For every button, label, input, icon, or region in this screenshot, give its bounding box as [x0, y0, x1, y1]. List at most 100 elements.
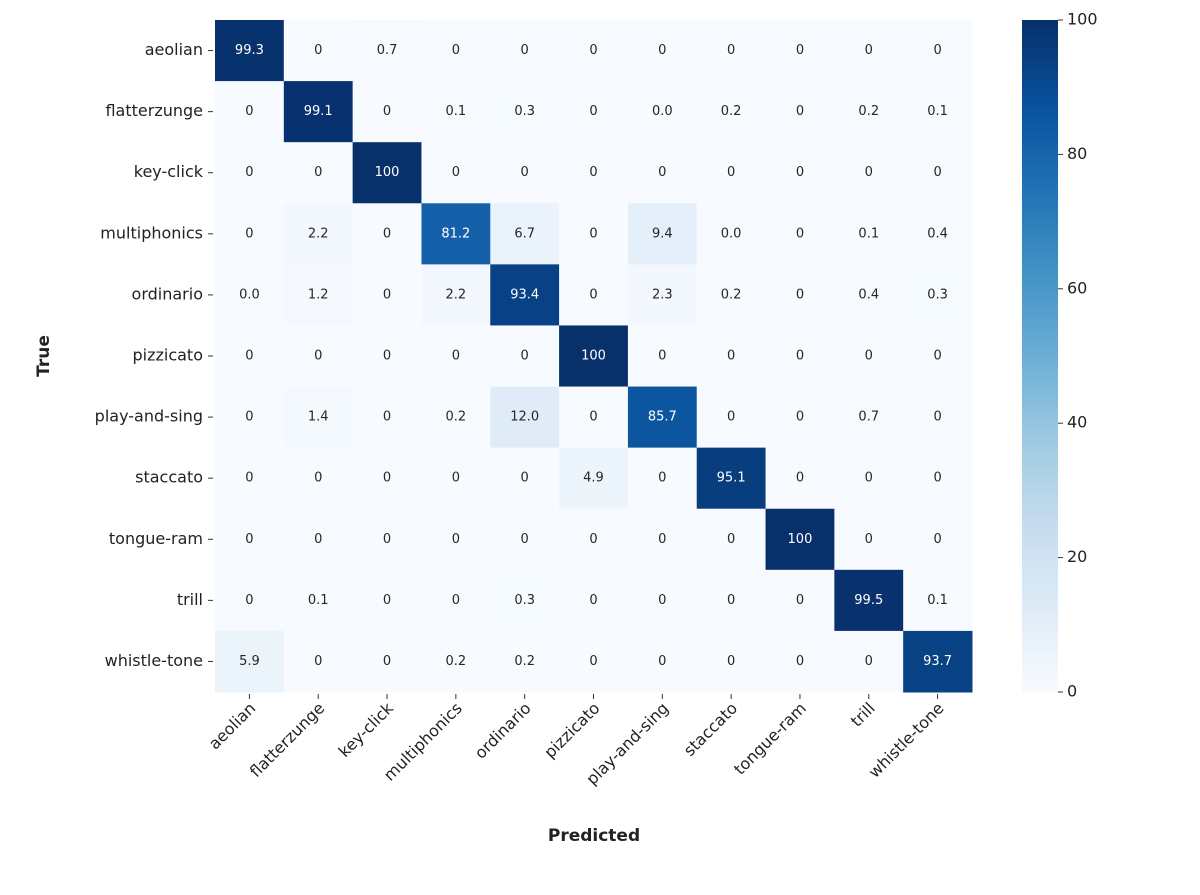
cell-label: 0.2 — [446, 410, 467, 425]
colorbar-tick-label: 80 — [1067, 144, 1087, 163]
cell — [834, 20, 904, 82]
cell — [559, 203, 629, 265]
cell-label: 0 — [933, 532, 941, 547]
cell — [421, 508, 491, 571]
cell-label: 6.7 — [514, 226, 535, 241]
cell-label: 0.4 — [927, 226, 948, 241]
cell-label: 0.7 — [858, 410, 879, 425]
cell — [215, 142, 285, 204]
cell — [283, 264, 354, 326]
cell-label: 0 — [589, 226, 597, 241]
cell-label: 0 — [521, 532, 529, 547]
cell — [834, 386, 904, 449]
cell-label: 0 — [658, 43, 666, 58]
y-axis-label: True — [34, 335, 54, 377]
cell-label: 0 — [314, 43, 322, 58]
cell — [283, 447, 354, 510]
cell — [283, 325, 354, 388]
cell — [765, 447, 835, 510]
cell-label: 0 — [796, 43, 804, 58]
cell-label: 95.1 — [717, 471, 746, 486]
cell — [490, 20, 560, 82]
cell — [421, 264, 491, 326]
x-tick-label: staccato — [680, 699, 741, 760]
cell — [421, 325, 491, 388]
cell — [696, 142, 767, 204]
cell-label: 85.7 — [648, 410, 677, 425]
cell — [696, 81, 767, 143]
cell — [696, 508, 767, 571]
x-tick-label: trill — [847, 699, 879, 731]
cell-label: 0 — [314, 471, 322, 486]
cell-label: 0 — [589, 104, 597, 119]
cell-label: 0 — [589, 593, 597, 608]
cell — [903, 325, 973, 388]
cell — [215, 325, 285, 388]
cell-label: 99.5 — [854, 593, 883, 608]
cell — [559, 447, 629, 510]
cell — [559, 142, 629, 204]
cell — [490, 508, 560, 571]
cell — [834, 81, 904, 143]
cell — [627, 386, 698, 449]
cell-label: 0 — [314, 654, 322, 669]
cell — [215, 447, 285, 510]
y-tick-label: whistle-tone — [105, 651, 203, 670]
cell — [215, 569, 285, 632]
cell — [559, 81, 629, 143]
cell — [696, 630, 767, 693]
cell — [903, 203, 973, 265]
cell-label: 0 — [245, 349, 253, 364]
cell — [696, 264, 767, 326]
cell — [490, 569, 560, 632]
y-tick-label: trill — [177, 590, 203, 609]
cell — [903, 81, 973, 143]
cell-label: 0 — [245, 532, 253, 547]
cell-label: 0 — [865, 471, 873, 486]
cell-label: 0.1 — [927, 593, 948, 608]
cell — [215, 508, 285, 571]
cell — [421, 569, 491, 632]
cell-label: 0 — [383, 104, 391, 119]
cell-label: 0 — [865, 532, 873, 547]
cell-label: 0 — [521, 471, 529, 486]
cell-label: 9.4 — [652, 226, 673, 241]
cell — [559, 20, 629, 82]
cell — [352, 325, 422, 388]
cell-label: 0 — [245, 471, 253, 486]
cell — [627, 203, 698, 265]
cell-label: 0 — [658, 471, 666, 486]
cell-label: 0 — [245, 104, 253, 119]
y-tick-label: key-click — [134, 162, 204, 181]
cell-label: 0 — [589, 654, 597, 669]
cell — [903, 630, 973, 693]
x-axis-label: Predicted — [548, 826, 640, 846]
cell-label: 0 — [865, 654, 873, 669]
cell — [352, 569, 422, 632]
y-tick-label: multiphonics — [100, 223, 203, 242]
colorbar-tick-label: 0 — [1067, 682, 1077, 701]
cell-label: 0 — [245, 226, 253, 241]
cell-label: 2.3 — [652, 287, 673, 302]
cell-label: 93.7 — [923, 654, 952, 669]
cell-label: 0 — [727, 43, 735, 58]
cell — [765, 264, 835, 326]
cell — [765, 569, 835, 632]
cell-label: 0 — [521, 165, 529, 180]
cell-label: 0 — [727, 410, 735, 425]
cell — [696, 20, 767, 82]
cell-label: 0 — [383, 226, 391, 241]
cell — [834, 142, 904, 204]
y-tick-label: tongue-ram — [109, 529, 203, 548]
x-tick-label: key-click — [335, 698, 398, 761]
cell-label: 0 — [796, 226, 804, 241]
cell — [627, 508, 698, 571]
cell-label: 0 — [383, 532, 391, 547]
cell-label: 93.4 — [510, 287, 539, 302]
cell-label: 0 — [796, 471, 804, 486]
cell — [352, 508, 422, 571]
cell — [627, 264, 698, 326]
cell — [765, 630, 835, 693]
cell — [215, 20, 285, 82]
